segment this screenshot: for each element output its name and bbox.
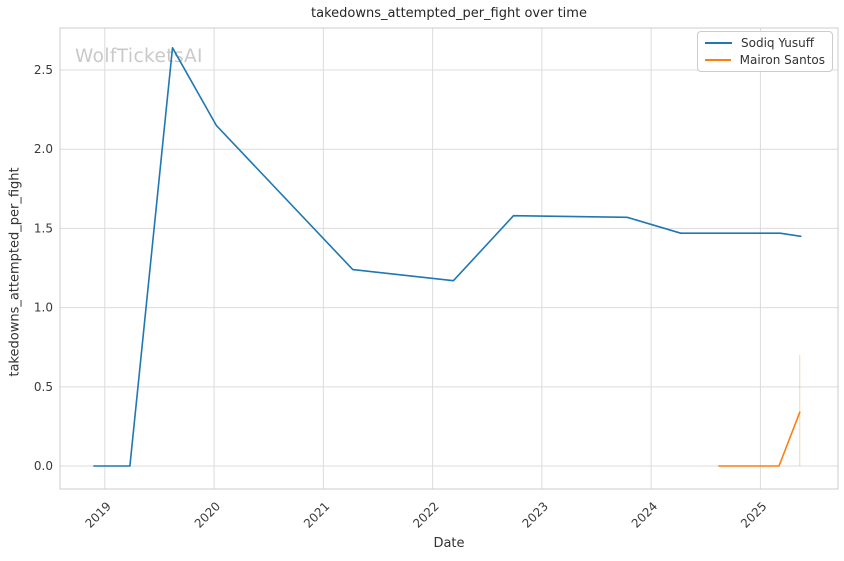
legend-item: Mairon Santos: [705, 53, 825, 67]
x-tick-label: 2022: [410, 499, 441, 530]
y-tick-label: 1.5: [34, 221, 53, 235]
x-tick-label: 2023: [520, 499, 551, 530]
plot-border: [59, 27, 839, 490]
x-tick-label: 2020: [192, 499, 223, 530]
legend-line-swatch: [705, 58, 731, 61]
y-tick-label: 2.0: [34, 142, 53, 156]
x-tick-label: 2025: [738, 499, 769, 530]
legend-label: Mairon Santos: [739, 52, 825, 67]
y-tick-label: 2.5: [34, 63, 53, 77]
x-tick-label: 2024: [629, 499, 660, 530]
legend-item: Sodiq Yusuff: [705, 36, 825, 50]
series-line: [718, 411, 801, 467]
x-tick-label: 2019: [82, 499, 113, 530]
x-axis-label: Date: [433, 536, 465, 551]
x-tick-label: 2021: [301, 499, 332, 530]
y-axis-label: takedowns_attempted_per_fight: [7, 167, 23, 377]
legend: Sodiq Yusuff Mairon Santos: [697, 31, 833, 72]
legend-label: Sodiq Yusuff: [741, 36, 815, 51]
y-tick-label: 1.0: [34, 301, 53, 315]
legend-line-swatch: [705, 42, 732, 45]
y-tick-label: 0.0: [34, 459, 53, 473]
chart-title: takedowns_attempted_per_fight over time: [311, 6, 587, 21]
y-tick-label: 0.5: [34, 380, 53, 394]
series-line: [93, 46, 802, 467]
